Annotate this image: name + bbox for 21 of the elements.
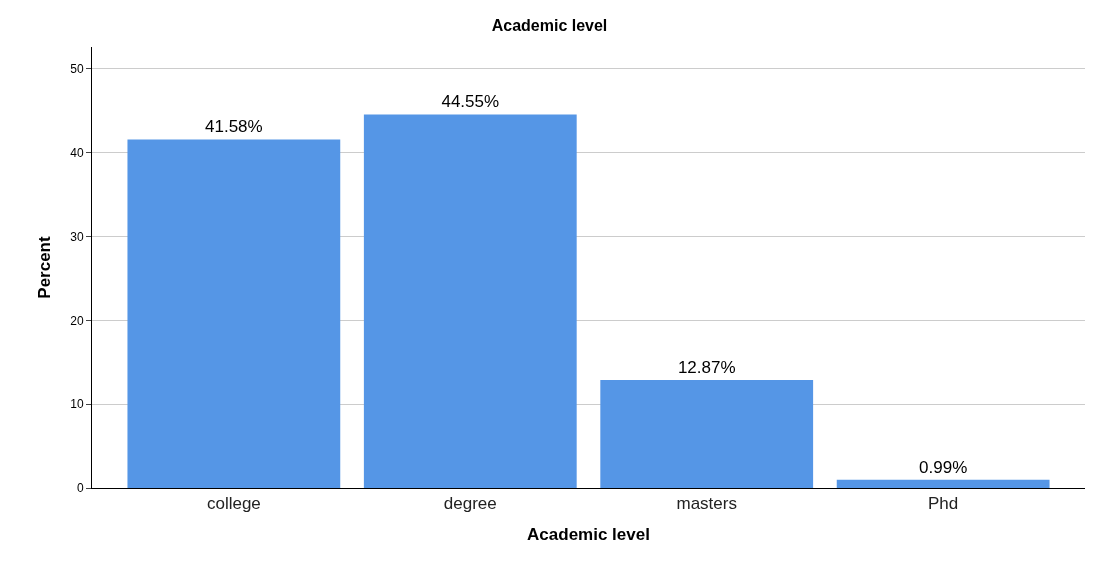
y-tick-label: 20 xyxy=(70,313,84,328)
y-tick-label: 40 xyxy=(70,145,84,160)
x-tick-label: Phd xyxy=(928,494,959,514)
y-tick-label: 10 xyxy=(70,397,84,412)
x-tick-label: degree xyxy=(443,494,497,514)
data-label: 41.58% xyxy=(205,117,263,137)
x-axis-title: Academic level xyxy=(527,524,650,544)
x-tick-label: college xyxy=(206,494,261,514)
bar xyxy=(363,114,577,488)
y-axis-title: Percent xyxy=(34,235,54,299)
bar xyxy=(836,479,1050,488)
y-tick-label: 50 xyxy=(70,62,84,76)
data-label: 12.87% xyxy=(677,358,736,378)
bar xyxy=(127,139,341,488)
y-tick-label: 0 xyxy=(76,481,84,496)
data-label: 44.55% xyxy=(441,92,500,112)
bar xyxy=(600,380,814,488)
x-tick-label: masters xyxy=(676,494,737,514)
y-tick-label: 30 xyxy=(70,229,84,244)
data-label: 0.99% xyxy=(919,457,968,477)
chart-title: Academic level xyxy=(491,16,608,34)
